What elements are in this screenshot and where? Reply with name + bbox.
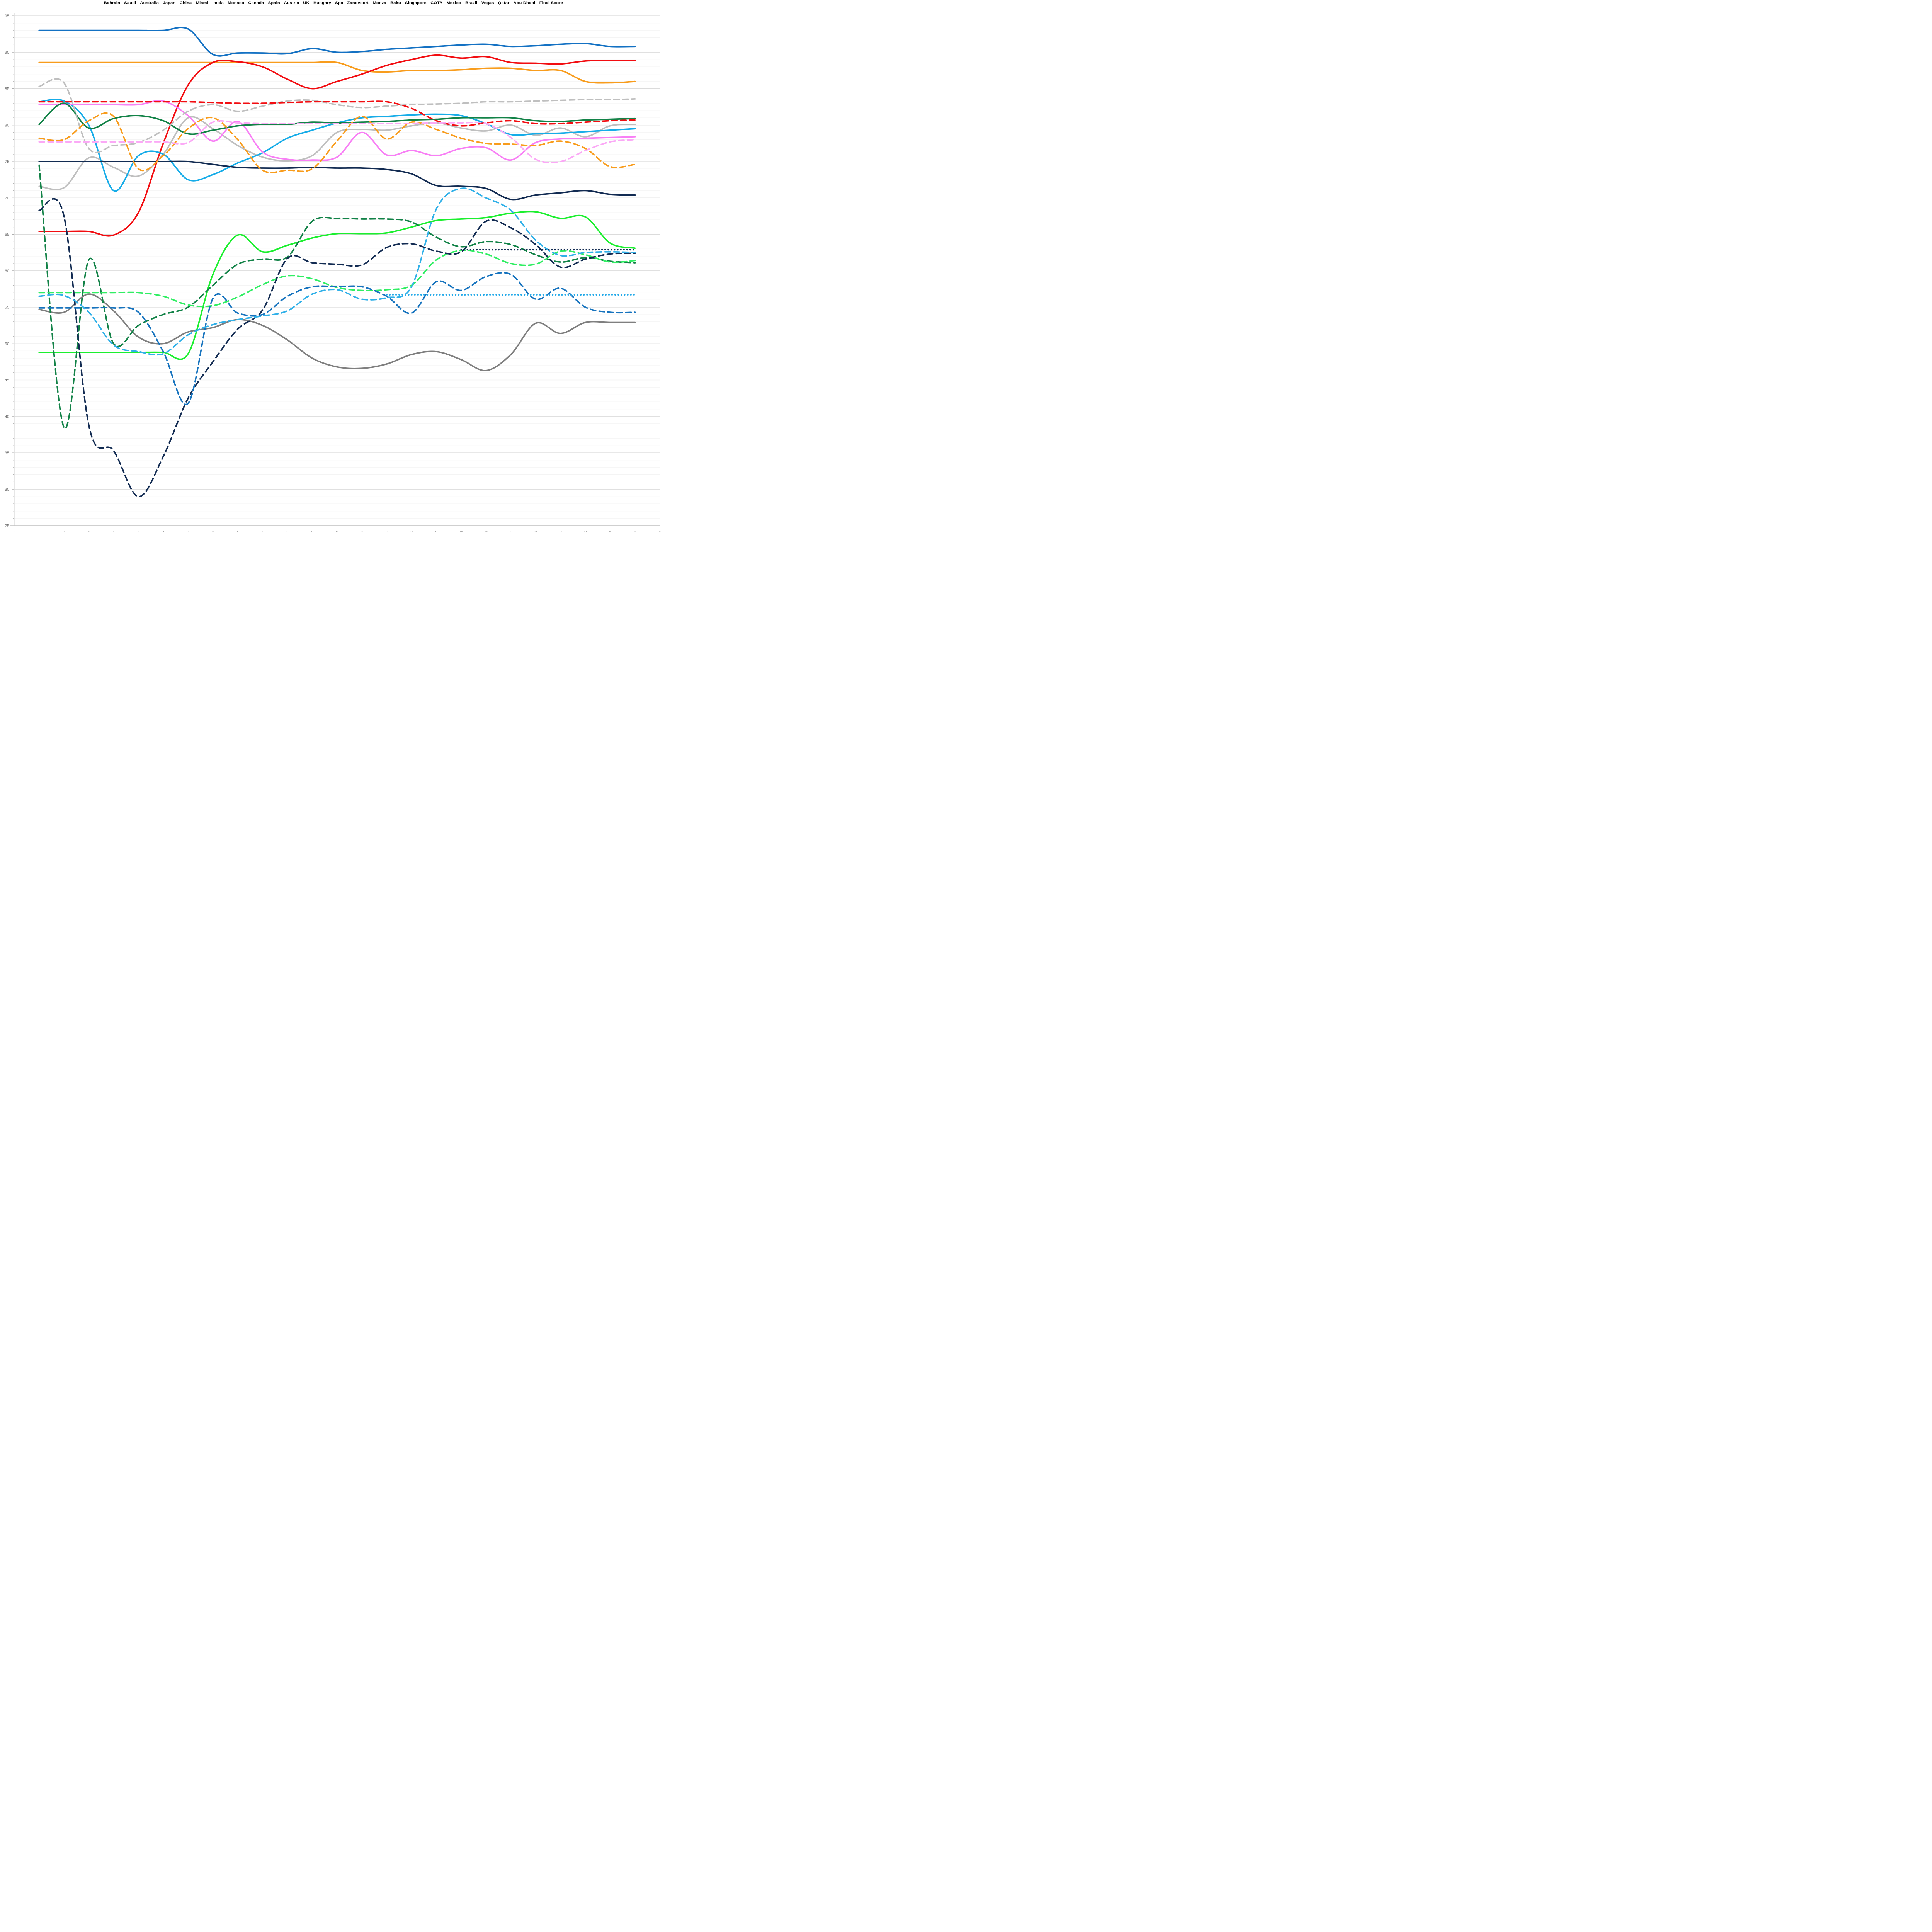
x-axis-label: 19 (485, 531, 488, 533)
x-axis-label: 11 (286, 531, 289, 533)
y-axis-label: 30 (5, 487, 9, 492)
x-axis-label: 2 (63, 531, 65, 533)
y-axis-label: 60 (5, 269, 9, 273)
y-axis-label: 35 (5, 451, 9, 456)
x-axis-label: 10 (261, 531, 264, 533)
series-line-orange-dashed (38, 112, 636, 173)
series-line-cyan-solid (38, 99, 636, 192)
x-axis-label: 8 (212, 531, 214, 533)
series-line-green-bright-dashed (38, 249, 636, 308)
series-line-green-dark-solid (38, 102, 636, 135)
x-axis-label: 6 (163, 531, 164, 533)
x-axis-label: 25 (633, 531, 636, 533)
x-axis-label: 16 (410, 531, 413, 533)
y-axis-label: 50 (5, 342, 9, 346)
x-axis-label: 12 (311, 531, 314, 533)
y-axis-label: 80 (5, 123, 9, 128)
series-line-navy-solid (38, 160, 636, 201)
x-axis-label: 23 (584, 531, 587, 533)
y-axis-label: 25 (5, 524, 9, 528)
series-line-pink-dashed (38, 120, 636, 163)
series-line-cyan-dashed (38, 187, 636, 356)
series-line-orange-solid (38, 61, 636, 84)
series-line-gray-light-dashed (38, 78, 636, 153)
x-axis-label: 24 (609, 531, 612, 533)
x-axis-label: 20 (509, 531, 512, 533)
x-axis-label: 14 (361, 531, 364, 533)
x-axis-label: 4 (113, 531, 114, 533)
x-axis-label: 5 (138, 531, 139, 533)
series-line-blue-solid (38, 27, 636, 57)
series-line-blue-dashed (38, 272, 636, 405)
x-axis-label: 1 (38, 531, 40, 533)
y-axis-label: 45 (5, 378, 9, 383)
x-axis-label: 9 (237, 531, 238, 533)
y-axis-label: 75 (5, 160, 9, 164)
series-line-red-dashed (38, 100, 636, 127)
series-line-green-dark-dashed (38, 164, 636, 429)
x-axis-label: 18 (460, 531, 463, 533)
chart-container: Bahrain - Saudi - Australia - Japan - Ch… (0, 0, 667, 549)
y-axis-label: 90 (5, 50, 9, 55)
series-line-navy-dashed (38, 198, 636, 497)
series-line-pink-solid (38, 100, 636, 161)
series-line-gray-light-solid (38, 116, 636, 190)
y-axis-label: 65 (5, 232, 9, 237)
chart-title: Bahrain - Saudi - Australia - Japan - Ch… (104, 1, 563, 5)
x-axis-label: 15 (385, 531, 388, 533)
x-axis-label: 0 (14, 531, 15, 533)
x-axis-label: 21 (534, 531, 537, 533)
y-axis-label: 70 (5, 196, 9, 201)
y-axis-label: 55 (5, 305, 9, 310)
y-axis-label: 40 (5, 414, 9, 419)
y-axis-label: 85 (5, 87, 9, 91)
x-axis-label: 13 (335, 531, 338, 533)
x-axis-label: 17 (435, 531, 438, 533)
x-axis-label: 22 (559, 531, 562, 533)
y-axis-label: 95 (5, 14, 9, 19)
x-axis-label: 3 (88, 531, 90, 533)
x-axis-label: 7 (187, 531, 189, 533)
x-axis-label: 26 (658, 531, 662, 533)
series-line-red-solid (38, 54, 636, 237)
series-line-gray-dark-solid (38, 293, 636, 371)
